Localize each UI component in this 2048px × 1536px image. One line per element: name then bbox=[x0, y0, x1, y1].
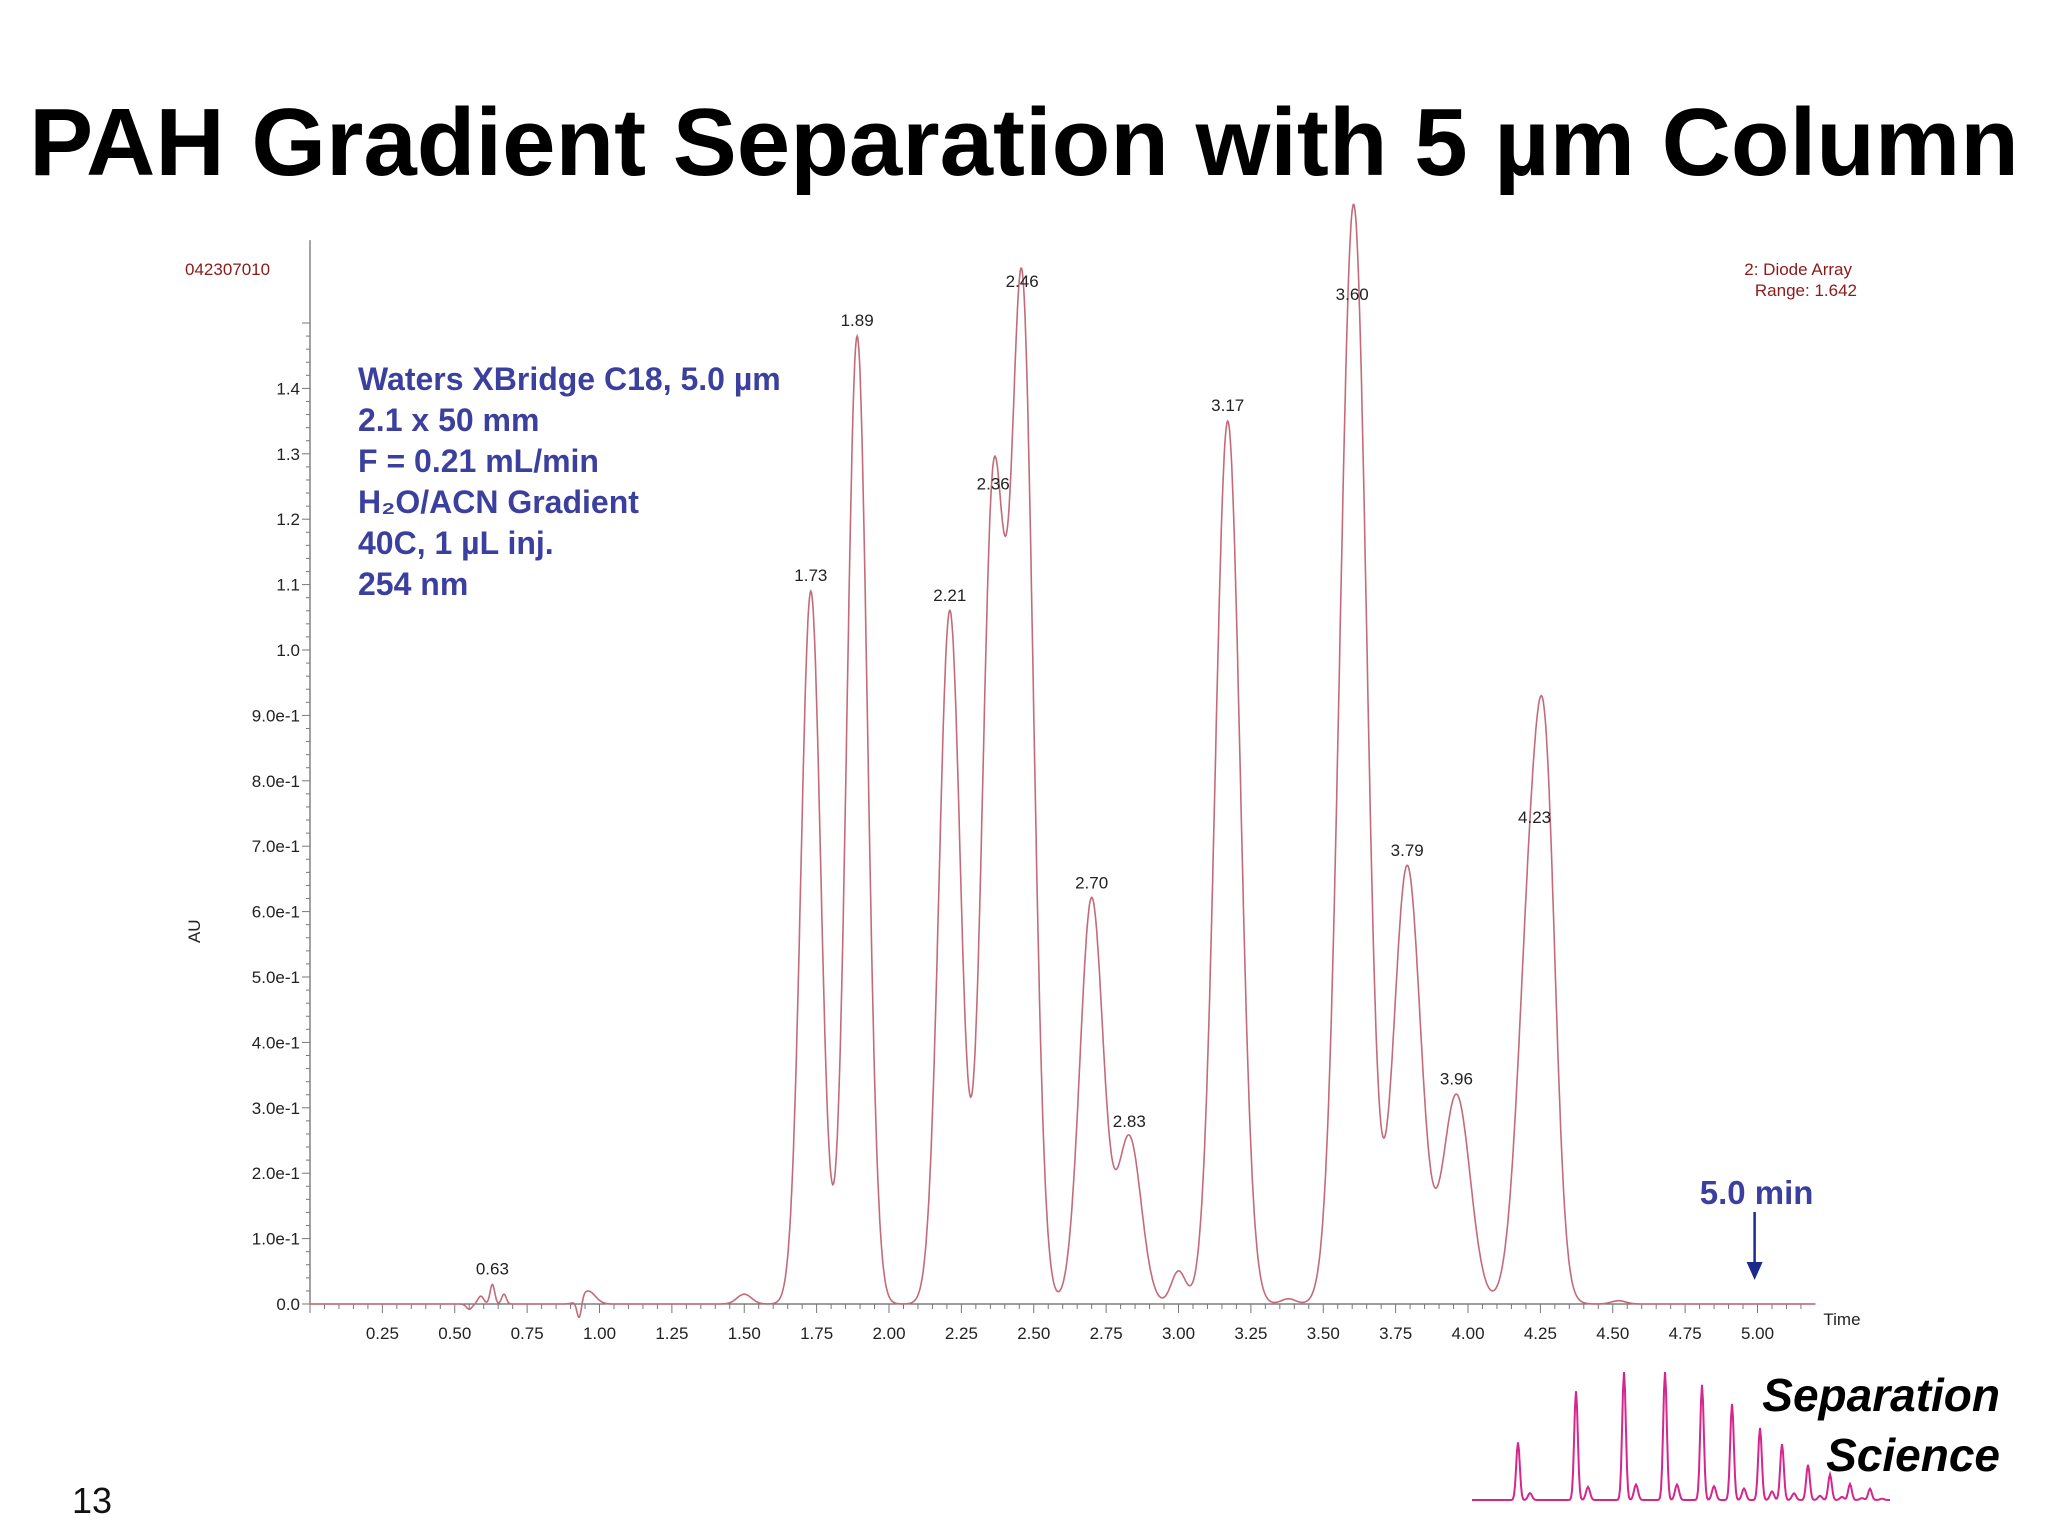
y-tick-label: 1.0 bbox=[276, 641, 300, 660]
x-tick-label: 2.75 bbox=[1090, 1324, 1123, 1343]
x-tick-label: 5.00 bbox=[1741, 1324, 1774, 1343]
condition-line: 254 nm bbox=[358, 566, 468, 602]
y-tick-label: 3.0e-1 bbox=[252, 1099, 300, 1118]
peak-label: 1.73 bbox=[794, 566, 827, 585]
x-tick-label: 0.25 bbox=[366, 1324, 399, 1343]
x-tick-label: 1.50 bbox=[728, 1324, 761, 1343]
y-tick-label: 7.0e-1 bbox=[252, 837, 300, 856]
peak-label: 2.21 bbox=[933, 586, 966, 605]
x-tick-label: 4.25 bbox=[1524, 1324, 1557, 1343]
x-tick-label: 3.75 bbox=[1379, 1324, 1412, 1343]
run-end-label: 5.0 min bbox=[1700, 1174, 1814, 1211]
condition-line: 2.1 x 50 mm bbox=[358, 402, 539, 438]
peak-label: 4.23 bbox=[1518, 808, 1551, 827]
x-tick-label: 4.75 bbox=[1669, 1324, 1702, 1343]
y-tick-label: 1.4 bbox=[276, 379, 300, 398]
x-tick-label: 3.25 bbox=[1234, 1324, 1267, 1343]
chart-file-id: 042307010 bbox=[185, 260, 270, 279]
y-tick-label: 1.1 bbox=[276, 576, 300, 595]
y-tick-label: 1.3 bbox=[276, 445, 300, 464]
x-tick-label: 2.25 bbox=[945, 1324, 978, 1343]
y-tick-label: 9.0e-1 bbox=[252, 706, 300, 725]
y-tick-label: 5.0e-1 bbox=[252, 968, 300, 987]
separation-science-logo bbox=[1472, 1371, 1890, 1502]
y-tick-label: 8.0e-1 bbox=[252, 772, 300, 791]
x-tick-label: 2.00 bbox=[872, 1324, 905, 1343]
x-tick-label: 4.50 bbox=[1596, 1324, 1629, 1343]
condition-line: 40C, 1 µL inj. bbox=[358, 525, 554, 561]
x-tick-label: 0.50 bbox=[438, 1324, 471, 1343]
peak-label: 0.63 bbox=[476, 1259, 509, 1278]
condition-line: Waters XBridge C18, 5.0 µm bbox=[358, 361, 781, 397]
x-axis-title: Time bbox=[1823, 1310, 1860, 1329]
condition-line: H₂O/ACN Gradient bbox=[358, 484, 639, 520]
y-tick-label: 1.0e-1 bbox=[252, 1230, 300, 1249]
y-tick-label: 4.0e-1 bbox=[252, 1033, 300, 1052]
x-tick-label: 1.25 bbox=[655, 1324, 688, 1343]
condition-line: F = 0.21 mL/min bbox=[358, 443, 599, 479]
y-axis-title: AU bbox=[185, 919, 204, 943]
peak-label: 2.36 bbox=[977, 475, 1010, 494]
slide-title: PAH Gradient Separation with 5 µm Column bbox=[29, 89, 2019, 196]
peak-label: 2.83 bbox=[1113, 1112, 1146, 1131]
x-tick-label: 0.75 bbox=[511, 1324, 544, 1343]
logo-chromatogram-trace bbox=[1472, 1371, 1890, 1502]
logo-text-science: Science bbox=[1826, 1429, 2000, 1481]
peak-label: 3.60 bbox=[1336, 285, 1369, 304]
x-tick-label: 3.00 bbox=[1162, 1324, 1195, 1343]
chromatogram-trace bbox=[310, 203, 1816, 1319]
run-end-arrow-head bbox=[1746, 1262, 1763, 1280]
x-tick-label: 3.50 bbox=[1307, 1324, 1340, 1343]
peak-label: 2.46 bbox=[1006, 272, 1039, 291]
peak-label: 2.70 bbox=[1075, 874, 1108, 893]
peak-label: 1.89 bbox=[841, 311, 874, 330]
peak-label: 3.96 bbox=[1440, 1070, 1473, 1089]
plot-area: 042307010 2: Diode Array Range: 1.642 0.0 1.… bbox=[185, 203, 1861, 1343]
slide-number: 13 bbox=[72, 1480, 113, 1521]
x-tick-label: 2.50 bbox=[1017, 1324, 1050, 1343]
peak-label: 3.79 bbox=[1391, 841, 1424, 860]
y-tick-label: 1.2 bbox=[276, 510, 300, 529]
chart-range-label: Range: 1.642 bbox=[1755, 281, 1857, 300]
x-tick-label: 1.00 bbox=[583, 1324, 616, 1343]
y-tick-label: 6.0e-1 bbox=[252, 903, 300, 922]
y-tick-label: 0.0 bbox=[276, 1295, 300, 1314]
logo-text-separation: Separation bbox=[1762, 1369, 2000, 1421]
chart-detector-label: 2: Diode Array bbox=[1744, 260, 1852, 279]
x-tick-label: 4.00 bbox=[1451, 1324, 1484, 1343]
y-tick-label: 2.0e-1 bbox=[252, 1164, 300, 1183]
x-tick-label: 1.75 bbox=[800, 1324, 833, 1343]
peak-label: 3.17 bbox=[1211, 396, 1244, 415]
